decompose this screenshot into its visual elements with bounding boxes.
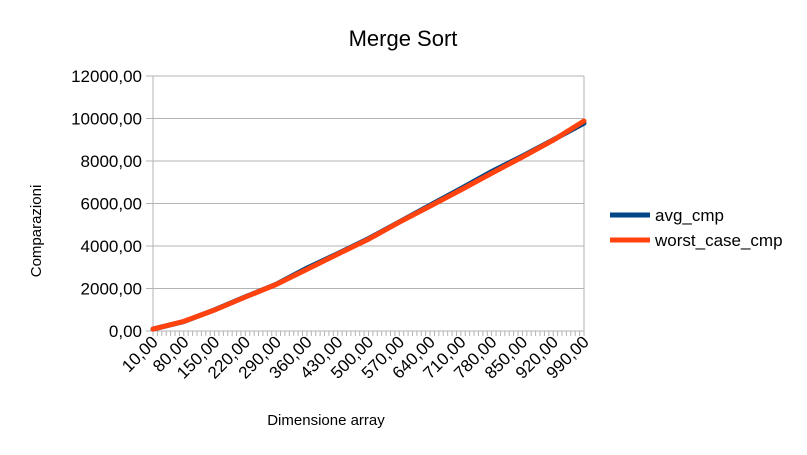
y-tick-label: 12000,00 [71, 67, 142, 86]
legend-label: avg_cmp [655, 206, 724, 225]
y-tick-label: 6000,00 [81, 195, 142, 214]
series-line-avg-cmp [150, 120, 587, 332]
legend-label: worst_case_cmp [654, 231, 783, 250]
y-axis-label: Comparazioni [28, 185, 45, 278]
y-tick-label: 8000,00 [81, 152, 142, 171]
y-tick-label: 4000,00 [81, 237, 142, 256]
series-line-worst-case-cmp [150, 118, 587, 332]
legend: avg_cmp worst_case_cmp [610, 206, 783, 250]
y-tick-label: 2000,00 [81, 280, 142, 299]
y-tick-label: 0,00 [109, 322, 142, 341]
x-tick-labels: 10,0080,00150,00220,00290,00360,00430,00… [118, 332, 593, 382]
grid [153, 75, 584, 332]
chart-title: Merge Sort [349, 26, 458, 51]
y-tick-labels: 0,00 2000,00 4000,00 6000,00 8000,00 10000,00… [71, 67, 142, 341]
axes [146, 75, 585, 336]
y-tick-label: 10000,00 [71, 110, 142, 129]
series-lines [150, 118, 587, 332]
x-axis-label: Dimensione array [267, 412, 385, 429]
